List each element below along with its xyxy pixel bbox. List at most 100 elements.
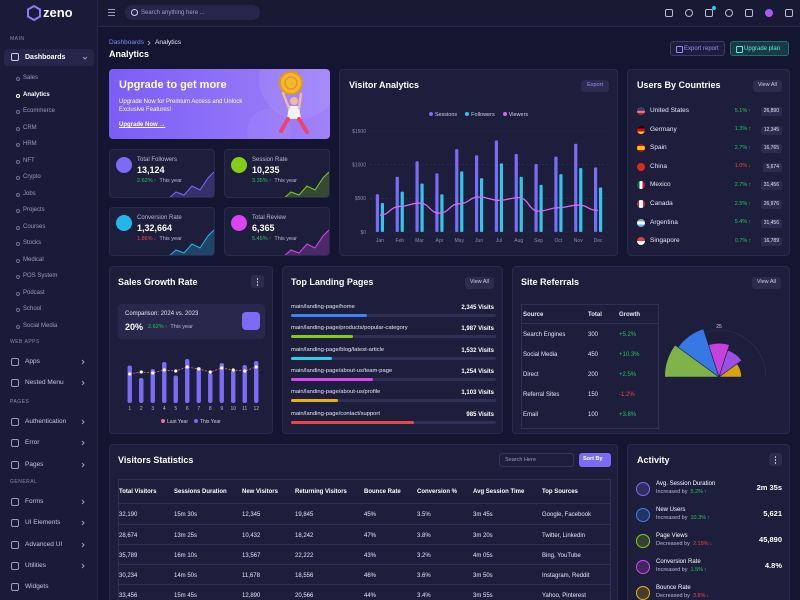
change-value: 1.0% (734, 163, 748, 170)
toolbar-icon[interactable] (765, 9, 773, 17)
chevron-icon (81, 542, 85, 547)
stat-icon (231, 215, 247, 231)
view-all-button[interactable]: View All (751, 277, 781, 289)
submenu-item[interactable]: Social Media (23, 322, 58, 329)
submenu-item[interactable]: Analytics (23, 91, 50, 98)
toolbar-icon[interactable] (785, 9, 793, 17)
submenu-item[interactable]: Medical (23, 256, 44, 263)
activity-trend: Increased by 5.2%↑ (656, 489, 707, 496)
comparison-box: Comparison: 2024 vs. 2023 20% 2.62%↑ This y… (118, 304, 265, 339)
table-cell: 35,789 (119, 552, 138, 559)
sparkline-line (284, 171, 329, 197)
bar (474, 155, 479, 232)
page-url: main/landing-page/products/popular-categ… (291, 325, 408, 332)
submenu-item[interactable]: School (23, 306, 42, 312)
submenu-item[interactable]: Stocks (23, 240, 42, 246)
menu-item[interactable]: Error (25, 439, 40, 447)
line-point (128, 372, 132, 376)
submenu-item[interactable]: Sales (23, 75, 39, 81)
x-tick-label: 12 (253, 406, 259, 412)
chart-svg: 25 (664, 324, 767, 378)
submenu-item[interactable]: POS System (23, 273, 58, 279)
menu-item[interactable]: Authentication (25, 418, 67, 425)
submenu-item[interactable]: NFT (23, 157, 35, 164)
menu-button[interactable] (769, 453, 782, 466)
submenu-item[interactable]: Courses (23, 223, 46, 230)
y-tick-label: $500 (355, 196, 366, 202)
menu-dashboards[interactable]: Dashboards (4, 49, 94, 66)
bar (420, 183, 424, 232)
upgrade-link[interactable]: Upgrade Now → (119, 122, 166, 128)
polar-sector (664, 344, 720, 378)
change-arrow: ↓ (748, 163, 751, 170)
page-url: main/landing-page/contact/support (291, 410, 380, 417)
chevron (81, 542, 85, 547)
export-button[interactable]: Export (581, 80, 609, 92)
polar-sector (718, 363, 742, 378)
menu-item[interactable]: Apps (25, 358, 40, 365)
view-all-button[interactable]: View All (752, 80, 782, 92)
button-icon (676, 46, 683, 53)
menu-item[interactable]: Pages (25, 460, 44, 468)
submenu-item[interactable]: Jobs (23, 190, 36, 197)
country-value: 26,976 (760, 200, 782, 209)
submenu-item[interactable]: HRM (23, 141, 37, 147)
x-tick-label: Aug (514, 238, 523, 244)
bar (395, 176, 399, 232)
submenu-item[interactable]: CRM (23, 124, 37, 131)
sort-button[interactable]: Sort By (579, 453, 611, 467)
menu-icon (11, 53, 19, 61)
table-cell: 3m 50s (473, 573, 493, 579)
activity-trend: Decreased by 2.15%↓ (656, 541, 712, 548)
menu-item[interactable]: Advanced UI (25, 540, 63, 548)
activity-label: New Users (656, 507, 686, 513)
breadcrumb-link[interactable]: Dashboards (109, 39, 145, 46)
toolbar-icon[interactable] (705, 9, 713, 17)
toolbar-icon[interactable] (745, 9, 753, 17)
logo-icon (27, 4, 41, 22)
trend-text: Increased by (656, 489, 688, 495)
legend-item: Last Year (161, 419, 188, 425)
country-change: 2.7%↑ (735, 145, 751, 152)
change-arrow: ↑ (748, 126, 751, 133)
bar (219, 363, 224, 403)
submenu-item[interactable]: Projects (23, 207, 45, 213)
table-search[interactable]: Search Here (499, 453, 574, 467)
bar (479, 178, 484, 232)
table-cell: 45% (364, 512, 377, 518)
page-visits: 1,254 Visits (461, 368, 494, 375)
submenu-item[interactable]: Ecommerce (23, 108, 56, 114)
toolbar-icon[interactable] (665, 9, 673, 17)
menu-button[interactable] (251, 275, 264, 288)
progress-track (291, 335, 496, 339)
change-period: This year (159, 236, 182, 242)
progress-track (291, 399, 496, 403)
x-tick-label: Jul (496, 238, 502, 244)
export-report-button[interactable]: Export report (670, 41, 725, 56)
submenu-item[interactable]: Crypto (23, 174, 41, 180)
table-cell: Twitter, Linkedin (542, 532, 586, 539)
table-cell: 3.6% (417, 573, 431, 579)
menu-item[interactable]: UI Elements (25, 519, 61, 527)
progress-fill (291, 314, 367, 317)
change-arrow: ↓ (153, 236, 157, 242)
table-header: Conversion % (417, 489, 458, 495)
toolbar-icon[interactable] (725, 9, 733, 17)
submenu-item[interactable]: Podcast (23, 289, 45, 296)
change-value: 5.1% (734, 107, 748, 114)
change-value: 5.4% (734, 219, 748, 226)
menu-item[interactable]: Utilities (25, 561, 46, 569)
view-all-button[interactable]: View All (464, 277, 494, 289)
menu-icon (11, 561, 19, 570)
menu-item[interactable]: Nested Menu (25, 379, 64, 387)
table-cell: 14m 50s (174, 573, 198, 579)
x-tick-label: 8 (209, 406, 212, 412)
activity-icon (636, 482, 650, 496)
search-box[interactable]: Search anything here ... (125, 5, 260, 20)
menu-item[interactable]: Widgets (25, 583, 49, 591)
toolbar-icon[interactable] (685, 9, 693, 17)
stat-change: 2.62%↑ This year (137, 178, 182, 185)
menu-item[interactable]: Forms (25, 498, 44, 505)
upgrade-plan-button[interactable]: Upgrade plan (730, 41, 789, 56)
sidebar: zeno MAIN Dashboards Sales Analytics Ecommerc… (0, 0, 98, 600)
